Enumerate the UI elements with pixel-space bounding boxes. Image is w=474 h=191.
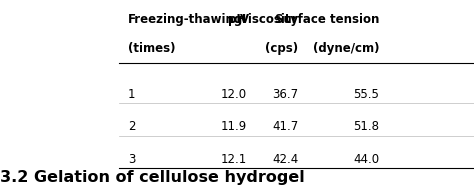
Text: 3: 3 [128,153,136,166]
Text: 3.2 Gelation of cellulose hydrogel: 3.2 Gelation of cellulose hydrogel [0,170,305,185]
Text: Viscosity: Viscosity [239,13,299,26]
Text: 36.7: 36.7 [273,88,299,101]
Text: (times): (times) [128,42,175,55]
Text: Surface tension: Surface tension [275,13,379,26]
Text: 41.7: 41.7 [273,120,299,133]
Text: (dyne/cm): (dyne/cm) [313,42,379,55]
Text: 11.9: 11.9 [220,120,246,133]
Text: 55.5: 55.5 [353,88,379,101]
Text: 42.4: 42.4 [273,153,299,166]
Text: 1: 1 [128,88,136,101]
Text: (cps): (cps) [265,42,299,55]
Text: 12.1: 12.1 [220,153,246,166]
Text: 44.0: 44.0 [353,153,379,166]
Text: Freezing-thawing: Freezing-thawing [128,13,243,26]
Text: 2: 2 [128,120,136,133]
Text: pH: pH [228,13,246,26]
Text: 51.8: 51.8 [353,120,379,133]
Text: 12.0: 12.0 [220,88,246,101]
